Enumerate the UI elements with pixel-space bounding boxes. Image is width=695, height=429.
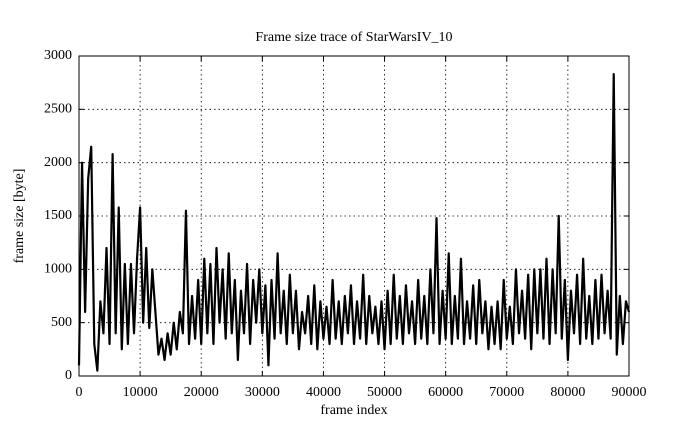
x-tick-label: 70000 bbox=[489, 385, 524, 400]
plot-frame bbox=[78, 55, 630, 377]
y-axis-label: frame size [byte] bbox=[12, 169, 27, 264]
y-tick-label: 3000 bbox=[44, 48, 72, 63]
x-tick-label: 0 bbox=[76, 385, 83, 400]
y-tick-label: 500 bbox=[51, 315, 72, 330]
x-tick-label: 40000 bbox=[306, 385, 341, 400]
x-tick-label: 60000 bbox=[428, 385, 463, 400]
x-tick-label: 30000 bbox=[245, 385, 280, 400]
y-tick-label: 0 bbox=[65, 368, 72, 383]
x-axis-label: frame index bbox=[320, 403, 387, 418]
y-tick-label: 1500 bbox=[44, 208, 72, 223]
x-tick-label: 10000 bbox=[123, 385, 158, 400]
x-tick-label: 20000 bbox=[184, 385, 219, 400]
y-tick-label: 2500 bbox=[44, 102, 72, 117]
x-tick-label: 90000 bbox=[612, 385, 647, 400]
x-tick-label: 50000 bbox=[367, 385, 402, 400]
chart-title: Frame size trace of StarWarsIV_10 bbox=[255, 30, 452, 45]
data-line bbox=[77, 73, 631, 372]
y-tick-label: 1000 bbox=[44, 262, 72, 277]
x-tick-label: 80000 bbox=[550, 385, 585, 400]
y-tick-label: 2000 bbox=[44, 155, 72, 170]
